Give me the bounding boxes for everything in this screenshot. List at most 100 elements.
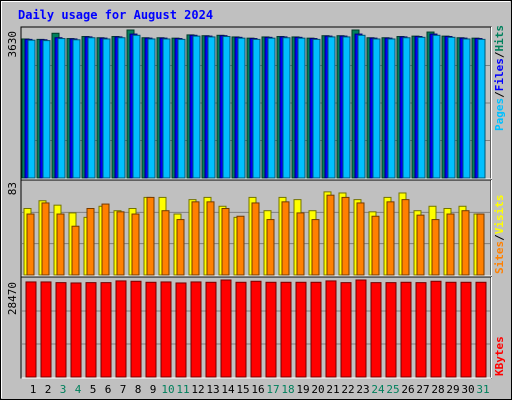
bar-kbytes-day-2 xyxy=(40,281,52,378)
chart-title: Daily usage for August 2024 xyxy=(18,8,213,22)
bar-kbytes-day-15 xyxy=(235,281,247,378)
bar-sites-day-27 xyxy=(416,214,425,276)
day-label-10: 10 xyxy=(161,383,174,396)
bar-kbytes-day-18 xyxy=(280,281,292,378)
bar-pages-day-25 xyxy=(387,38,396,179)
bar-sites-day-15 xyxy=(236,215,245,276)
bar-pages-day-1 xyxy=(27,39,36,179)
legend-pages: Pages xyxy=(493,98,506,131)
bar-pages-day-2 xyxy=(42,40,51,179)
legend-visits-panel: Sites/Visits xyxy=(493,195,506,275)
bar-pages-day-29 xyxy=(447,36,456,179)
legend-files: Files xyxy=(493,58,506,91)
bar-pages-day-9 xyxy=(147,38,156,179)
day-label-5: 5 xyxy=(90,383,97,396)
legend-hits-panel: Pages/Files/Hits xyxy=(493,25,506,131)
bar-pages-day-8 xyxy=(132,34,141,179)
legend-sites: Sites xyxy=(493,241,506,274)
bar-sites-day-4 xyxy=(71,225,80,276)
bar-sites-day-6 xyxy=(101,203,110,276)
bar-kbytes-day-29 xyxy=(445,281,457,378)
bar-sites-day-7 xyxy=(116,211,125,276)
bar-pages-day-5 xyxy=(87,37,96,179)
day-label-14: 14 xyxy=(221,383,235,396)
legend-sep-2: / xyxy=(493,51,506,58)
day-label-8: 8 xyxy=(135,383,142,396)
bar-pages-day-17 xyxy=(267,37,276,179)
bar-sites-day-31 xyxy=(476,213,485,276)
bar-pages-day-27 xyxy=(417,36,426,179)
bar-pages-day-12 xyxy=(192,35,201,179)
day-label-19: 19 xyxy=(296,383,309,396)
day-label-12: 12 xyxy=(191,383,204,396)
day-label-27: 27 xyxy=(416,383,429,396)
bar-kbytes-day-13 xyxy=(205,281,217,378)
bar-marks xyxy=(21,29,487,378)
day-label-31: 31 xyxy=(476,383,489,396)
bar-kbytes-day-21 xyxy=(325,280,337,378)
bar-kbytes-day-10 xyxy=(160,281,172,378)
bar-pages-day-21 xyxy=(327,36,336,179)
bar-kbytes-day-16 xyxy=(250,280,262,378)
bar-kbytes-day-7 xyxy=(115,280,127,378)
bar-kbytes-day-1 xyxy=(25,281,37,378)
bar-pages-day-28 xyxy=(432,34,441,179)
bar-pages-day-31 xyxy=(477,38,486,179)
bar-sites-day-10 xyxy=(161,210,170,276)
legend-hits: Hits xyxy=(493,25,506,52)
ymax-label-visits: 83 xyxy=(6,182,19,195)
bar-sites-day-30 xyxy=(461,210,470,276)
day-label-9: 9 xyxy=(150,383,157,396)
bar-pages-day-4 xyxy=(72,39,81,179)
day-label-22: 22 xyxy=(341,383,354,396)
legend-sep-3: / xyxy=(493,234,506,241)
bar-pages-day-24 xyxy=(372,38,381,179)
day-label-11: 11 xyxy=(176,383,189,396)
bar-kbytes-day-5 xyxy=(85,282,97,378)
day-label-28: 28 xyxy=(431,383,444,396)
bar-kbytes-day-26 xyxy=(400,281,412,378)
bar-pages-day-3 xyxy=(57,38,66,179)
bar-pages-day-23 xyxy=(357,34,366,179)
bar-kbytes-day-19 xyxy=(295,281,307,378)
ymax-label-hits: 3630 xyxy=(6,31,19,58)
legend-kbytes: KBytes xyxy=(493,336,506,376)
bar-sites-day-19 xyxy=(296,212,305,276)
day-label-4: 4 xyxy=(75,383,82,396)
legend-sep-1: / xyxy=(493,91,506,98)
day-label-21: 21 xyxy=(326,383,339,396)
day-label-18: 18 xyxy=(281,383,294,396)
bar-sites-day-12 xyxy=(191,201,200,276)
bar-sites-day-1 xyxy=(26,213,35,276)
bar-kbytes-day-8 xyxy=(130,280,142,378)
bar-kbytes-day-11 xyxy=(175,282,187,378)
bar-sites-day-25 xyxy=(386,201,395,276)
bar-pages-day-7 xyxy=(117,37,126,179)
bar-sites-day-22 xyxy=(341,196,350,276)
bar-pages-day-22 xyxy=(342,36,351,179)
bar-kbytes-day-24 xyxy=(370,282,382,378)
bar-kbytes-day-12 xyxy=(190,281,202,378)
bar-kbytes-day-30 xyxy=(460,281,472,378)
bar-sites-day-3 xyxy=(56,213,65,276)
bar-kbytes-day-20 xyxy=(310,281,322,378)
bar-kbytes-day-27 xyxy=(415,282,427,378)
bar-sites-day-18 xyxy=(281,201,290,276)
bar-pages-day-15 xyxy=(237,37,246,179)
bar-sites-day-21 xyxy=(326,194,335,276)
bar-pages-day-16 xyxy=(252,38,261,179)
day-label-30: 30 xyxy=(461,383,474,396)
bar-sites-day-28 xyxy=(431,219,440,276)
day-label-20: 20 xyxy=(311,383,324,396)
bar-kbytes-day-4 xyxy=(70,282,82,378)
day-label-3: 3 xyxy=(60,383,67,396)
bar-kbytes-day-6 xyxy=(100,282,112,378)
bar-sites-day-2 xyxy=(41,202,50,276)
bar-pages-day-6 xyxy=(102,38,111,179)
bar-pages-day-14 xyxy=(222,36,231,179)
day-label-1: 1 xyxy=(30,383,37,396)
day-label-2: 2 xyxy=(45,383,52,396)
bar-kbytes-day-25 xyxy=(385,282,397,378)
bar-pages-day-30 xyxy=(462,38,471,179)
day-label-24: 24 xyxy=(371,383,385,396)
